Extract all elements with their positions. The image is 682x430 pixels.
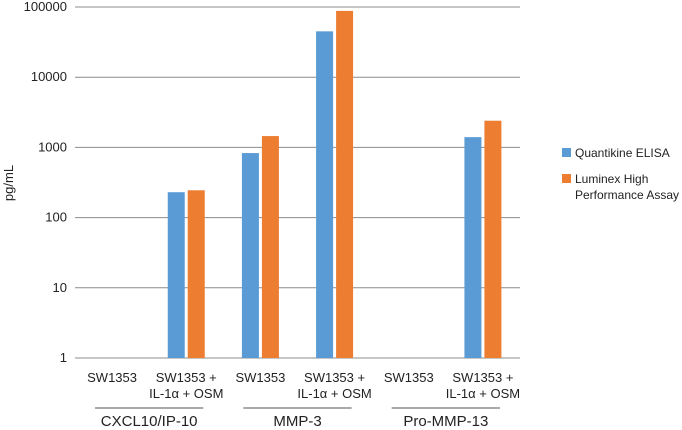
y-tick-label: 10: [53, 280, 67, 295]
group-labels: CXCL10/IP-10 MMP-3 Pro-MMP-13: [95, 407, 500, 430]
bar: [336, 10, 354, 359]
bar: [167, 192, 185, 358]
category-label: SW1353: [87, 370, 137, 385]
group-label: MMP-3: [273, 413, 321, 430]
bar: [316, 31, 334, 358]
y-tick-label: 100: [45, 210, 67, 225]
y-axis-ticks: 1 10 100 1000 10000 100000: [24, 0, 67, 365]
category-label: SW1353 +: [156, 370, 217, 385]
bar: [464, 137, 482, 358]
bar: [241, 153, 259, 358]
y-tick-label: 1: [60, 350, 67, 365]
category-label: IL-1α + OSM: [446, 386, 520, 401]
category-label: IL-1α + OSM: [297, 386, 371, 401]
category-label: IL-1α + OSM: [149, 386, 223, 401]
bar: [484, 120, 502, 358]
legend-label: Quantikine ELISA: [575, 146, 670, 160]
legend-swatch: [562, 174, 571, 183]
y-tick-label: 10000: [31, 69, 67, 84]
group-label: Pro-MMP-13: [403, 413, 488, 430]
legend-swatch: [562, 148, 571, 157]
y-tick-label: 100000: [24, 0, 67, 14]
legend-label: Performance Assay: [575, 188, 679, 202]
category-label: SW1353: [235, 370, 285, 385]
bars: [167, 10, 502, 359]
legend: Quantikine ELISA Luminex High Performance …: [562, 146, 679, 202]
group-label: CXCL10/IP-10: [101, 413, 198, 430]
category-label: SW1353 +: [304, 370, 365, 385]
y-axis-label: pg/mL: [1, 165, 16, 201]
bar: [187, 190, 205, 358]
bar: [261, 136, 279, 358]
y-tick-label: 1000: [38, 139, 67, 154]
gridlines: [75, 6, 520, 359]
category-label: SW1353: [384, 370, 434, 385]
legend-label: Luminex High: [575, 172, 648, 186]
category-label: SW1353 +: [452, 370, 513, 385]
